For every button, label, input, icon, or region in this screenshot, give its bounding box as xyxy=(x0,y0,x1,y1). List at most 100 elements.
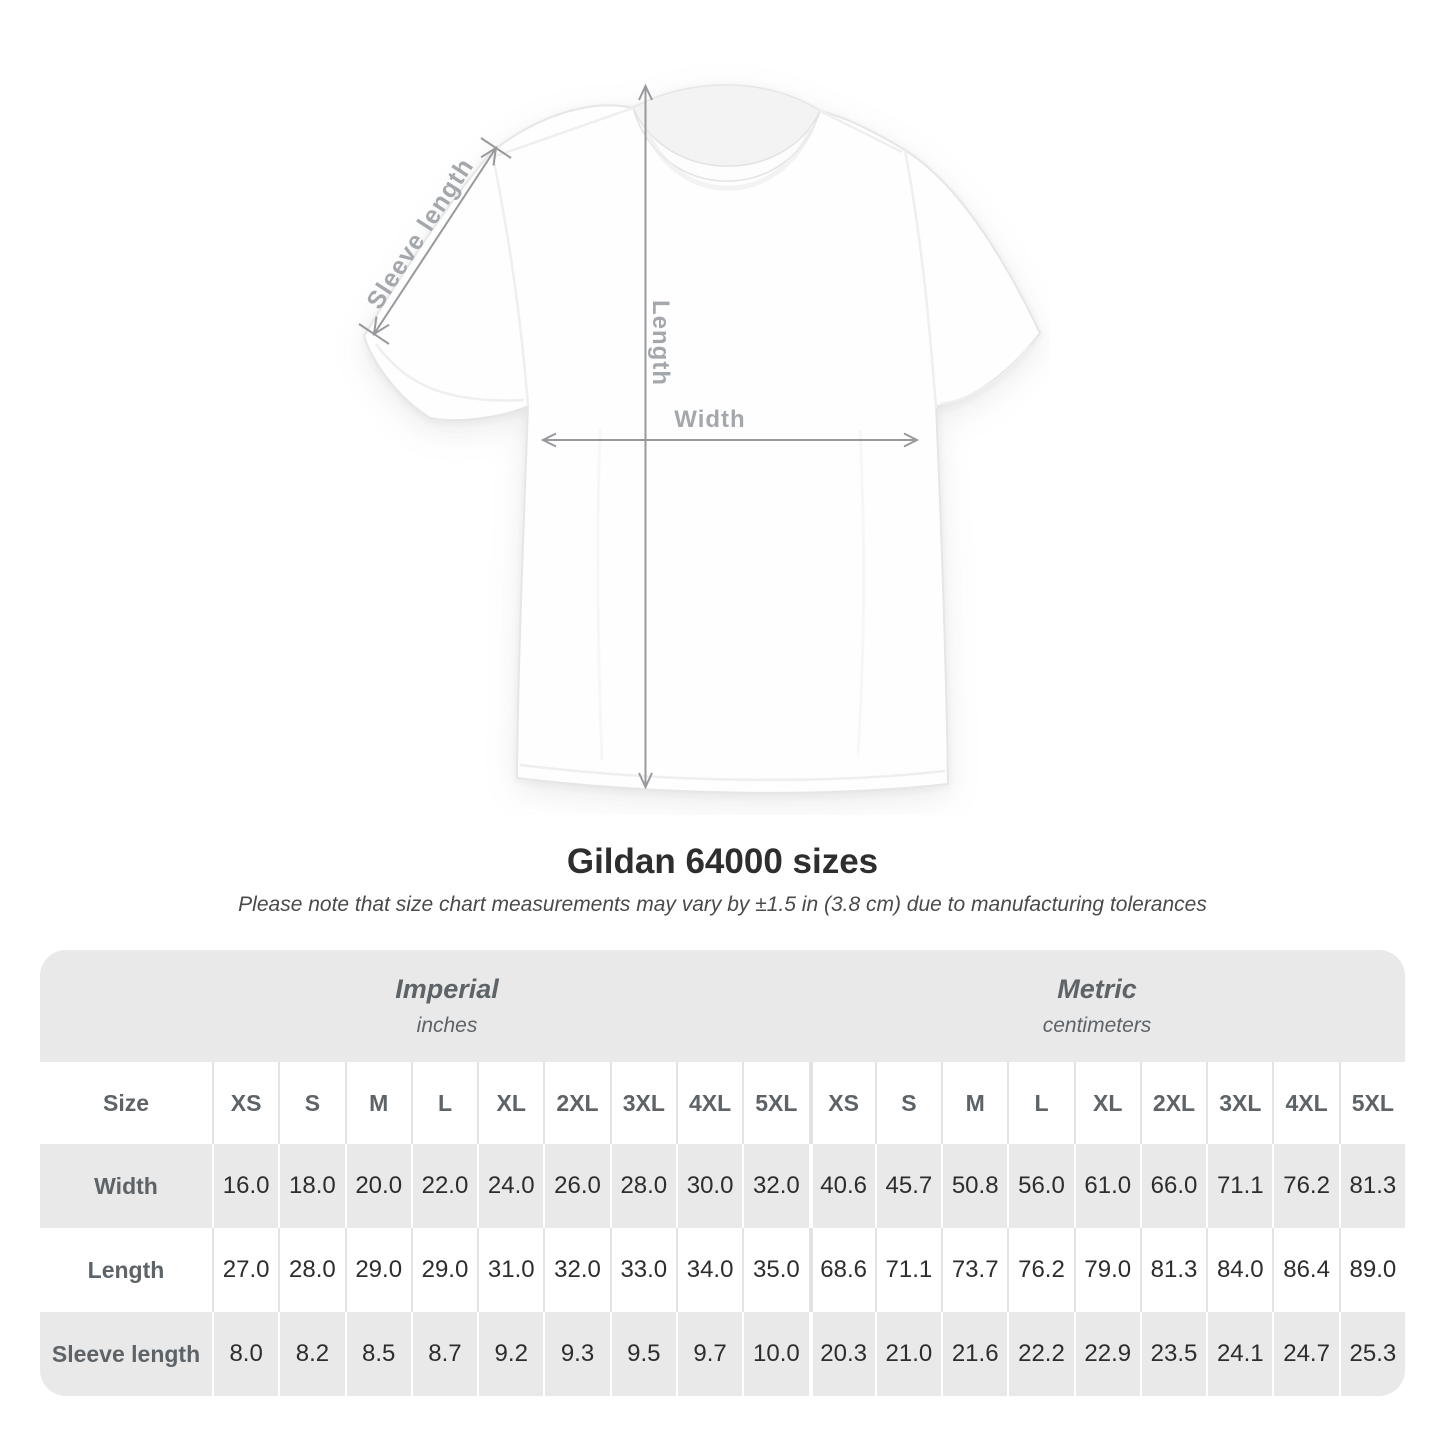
measurement-cell: 25.3 xyxy=(1340,1312,1405,1396)
tshirt-body xyxy=(362,84,1042,794)
measurement-cell: 9.7 xyxy=(677,1312,743,1396)
size-col-header: 2XL xyxy=(545,1062,610,1144)
size-col-header: L xyxy=(1009,1062,1074,1144)
size-col-header: 4XL xyxy=(677,1062,743,1144)
measurement-cell: 81.3 xyxy=(1340,1144,1405,1228)
metric-group-unit: centimeters xyxy=(1042,1014,1152,1037)
measurement-cell: 56.0 xyxy=(1009,1144,1074,1228)
measurement-cell: 32.0 xyxy=(545,1228,610,1312)
row-label: Length xyxy=(40,1228,212,1312)
measurement-cell: 22.2 xyxy=(1009,1312,1074,1396)
measurement-cell: 24.0 xyxy=(479,1144,544,1228)
measurement-cell: 9.3 xyxy=(545,1312,610,1396)
body-fold-left xyxy=(596,429,604,761)
imperial-group-unit: inches xyxy=(416,1014,478,1037)
size-col-header: XL xyxy=(479,1062,544,1144)
metric-group-header: Metric centimeters xyxy=(1043,974,1152,1038)
body-fold-right xyxy=(856,429,866,756)
imperial-group-title: Imperial xyxy=(395,974,499,1004)
measurement-cell: 86.4 xyxy=(1274,1228,1339,1312)
measurement-cell: 84.0 xyxy=(1208,1228,1273,1312)
measurement-row: Sleeve length 8.0 8.2 8.5 8.7 9.2 9.3 9.5 9.7 10.… xyxy=(40,1312,1405,1396)
size-col-header: S xyxy=(280,1062,345,1144)
tolerance-note: Please note that size chart measurements… xyxy=(238,893,1207,916)
page-title: Gildan 64000 sizes xyxy=(566,842,879,881)
left-cuff-hem xyxy=(374,343,525,402)
size-col-header: XL xyxy=(1075,1062,1140,1144)
size-corner-label: Size xyxy=(40,1062,212,1144)
row-label: Width xyxy=(40,1144,212,1228)
measurement-cell: 21.0 xyxy=(876,1312,942,1396)
measurement-cell: 89.0 xyxy=(1340,1228,1405,1312)
measurement-cell: 31.0 xyxy=(479,1228,544,1312)
right-cuff-hem xyxy=(939,344,1032,406)
measurement-cell: 8.0 xyxy=(214,1312,279,1396)
measurement-cell: 27.0 xyxy=(214,1228,279,1312)
width-label: Width xyxy=(674,406,745,433)
measurement-cell: 23.5 xyxy=(1141,1312,1207,1396)
measurement-cell: 30.0 xyxy=(677,1144,743,1228)
measurement-row: Length 27.0 28.0 29.0 29.0 31.0 32.0 33.0 34.0 35… xyxy=(40,1228,1405,1312)
measurement-cell: 9.5 xyxy=(611,1312,676,1396)
measurement-cell: 26.0 xyxy=(545,1144,610,1228)
measurement-cell: 71.1 xyxy=(876,1228,942,1312)
measurement-cell: 28.0 xyxy=(611,1144,676,1228)
measurement-cell: 10.0 xyxy=(744,1312,809,1396)
measurement-cell: 76.2 xyxy=(1009,1228,1074,1312)
measurement-cell: 79.0 xyxy=(1075,1228,1140,1312)
measurement-cell: 61.0 xyxy=(1075,1144,1140,1228)
length-arrow xyxy=(638,83,653,790)
right-sleeve-seam xyxy=(903,149,938,409)
row-label: Sleeve length xyxy=(40,1312,212,1396)
measurement-cell: 24.7 xyxy=(1274,1312,1339,1396)
measurement-cell: 8.5 xyxy=(346,1312,411,1396)
measurement-cell: 16.0 xyxy=(214,1144,279,1228)
measurement-cell: 22.9 xyxy=(1075,1312,1140,1396)
measurement-cell: 73.7 xyxy=(943,1228,1008,1312)
size-col-header: 5XL xyxy=(744,1062,809,1144)
measurement-cell: 18.0 xyxy=(280,1144,345,1228)
measurement-cell: 20.0 xyxy=(346,1144,411,1228)
size-header-row: Size XS S M L XL 2XL 3XL 4XL 5XL XS S M L XL 2XL 3XL 4XL… xyxy=(40,1062,1405,1144)
measurement-cell: 68.6 xyxy=(810,1228,875,1312)
size-col-header: 2XL xyxy=(1141,1062,1207,1144)
measurement-cell: 8.7 xyxy=(412,1312,478,1396)
measurement-cell: 21.6 xyxy=(943,1312,1008,1396)
size-col-header: M xyxy=(346,1062,411,1144)
tshirt-illustration xyxy=(362,84,1042,794)
measurement-cell: 32.0 xyxy=(744,1144,809,1228)
measurement-cell: 45.7 xyxy=(876,1144,942,1228)
measurement-cell: 76.2 xyxy=(1274,1144,1339,1228)
size-chart-table: Imperial inches Metric centimeters Size … xyxy=(40,950,1405,1396)
length-label: Length xyxy=(647,300,674,386)
measurement-cell: 9.2 xyxy=(479,1312,544,1396)
measurement-cell: 66.0 xyxy=(1141,1144,1207,1228)
size-col-header: XS xyxy=(810,1062,875,1144)
size-col-header: XS xyxy=(214,1062,279,1144)
unit-group-header-row: Imperial inches Metric centimeters xyxy=(40,950,1405,1062)
size-col-header: 3XL xyxy=(1208,1062,1273,1144)
left-sleeve-seam xyxy=(490,151,530,407)
measurement-cell: 24.1 xyxy=(1208,1312,1273,1396)
measurement-cell: 33.0 xyxy=(611,1228,676,1312)
measurement-cell: 34.0 xyxy=(677,1228,743,1312)
left-shoulder-seam xyxy=(495,106,634,158)
size-col-header: L xyxy=(412,1062,478,1144)
imperial-group-header: Imperial inches xyxy=(395,974,499,1038)
right-shoulder-seam xyxy=(819,109,903,154)
measurement-cell: 40.6 xyxy=(810,1144,875,1228)
measurement-cell: 28.0 xyxy=(280,1228,345,1312)
measurement-cell: 29.0 xyxy=(412,1228,478,1312)
measurement-row: Width 16.0 18.0 20.0 22.0 24.0 26.0 28.0 30.0 32.… xyxy=(40,1144,1405,1228)
measurement-cell: 20.3 xyxy=(810,1312,875,1396)
size-col-header: M xyxy=(943,1062,1008,1144)
measurement-cell: 81.3 xyxy=(1141,1228,1207,1312)
sleeve-length-arrow xyxy=(358,137,512,345)
size-col-header: 3XL xyxy=(611,1062,676,1144)
measurement-cell: 35.0 xyxy=(744,1228,809,1312)
measurement-cell: 71.1 xyxy=(1208,1144,1273,1228)
width-arrow xyxy=(540,432,920,448)
collar-shadow xyxy=(643,126,815,191)
measurement-cell: 50.8 xyxy=(943,1144,1008,1228)
